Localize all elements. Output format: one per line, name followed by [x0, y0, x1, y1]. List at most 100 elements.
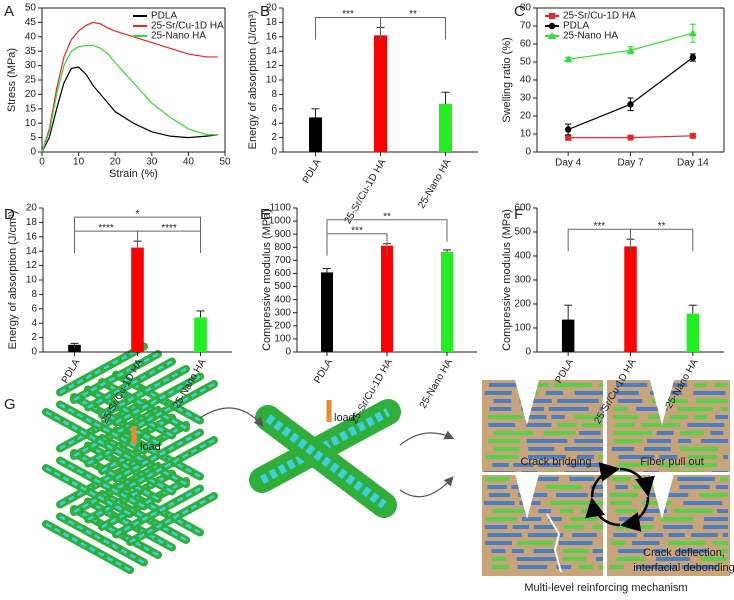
significance-label: **: [658, 221, 666, 232]
bar: [381, 245, 393, 352]
y-tick-label: 45: [25, 17, 37, 28]
x-tick-label: PDLA: [301, 157, 324, 185]
y-axis-label: Swelling ratio (%): [501, 37, 513, 123]
rod-fiber: [129, 494, 215, 544]
marker: [627, 134, 634, 141]
crack: [650, 474, 674, 519]
y-tick-label: 50: [520, 57, 532, 68]
marker: [626, 46, 635, 54]
diagram-illustration: [42, 342, 730, 578]
y-tick-label: 600: [274, 268, 291, 279]
significance-label: ****: [98, 223, 114, 234]
cycle-arrow: [585, 496, 621, 527]
y-tick-label: 8: [31, 289, 37, 300]
series-line: [41, 21, 218, 153]
rod-fiber: [129, 382, 215, 432]
rod-fiber: [59, 515, 145, 564]
bar: [131, 247, 144, 352]
crack: [515, 474, 539, 519]
y-tick-label: 0: [31, 347, 37, 358]
y-tick-label: 15: [25, 103, 37, 114]
panel-label: C: [514, 3, 525, 20]
bar: [374, 35, 387, 152]
y-tick-label: 12: [26, 260, 38, 271]
marker: [564, 55, 573, 63]
rod-fiber: [87, 444, 173, 493]
significance-bracket: [137, 230, 201, 254]
bar: [561, 319, 575, 352]
y-tick-label: 18: [26, 217, 38, 228]
y-tick-label: 2: [31, 332, 37, 343]
significance-label: *: [136, 209, 140, 220]
significance-label: ***: [593, 221, 605, 232]
x-tick-label: 25-Nano HA: [418, 357, 455, 410]
y-tick-label: 50: [25, 3, 37, 14]
y-tick-label: 10: [266, 75, 278, 86]
cycle-arrow: [619, 496, 650, 532]
x-tick-label: 10: [73, 157, 85, 168]
y-tick-label: 20: [25, 89, 37, 100]
marker: [627, 101, 634, 108]
load-label: load: [140, 441, 161, 453]
rod-fiber: [101, 436, 187, 486]
bar: [194, 317, 207, 352]
x-tick-label: 50: [219, 157, 231, 168]
bar: [624, 246, 637, 352]
significance-label: ***: [351, 225, 363, 236]
rod-fiber: [115, 373, 201, 422]
y-tick-label: 18: [266, 17, 278, 28]
y-axis-label: Compressive modulus (MPa): [261, 209, 273, 351]
y-tick-label: 200: [274, 320, 291, 331]
marker: [548, 32, 556, 39]
mechanism-label: Crack bridging: [521, 456, 592, 468]
y-tick-label: 6: [271, 103, 277, 114]
y-tick-label: 10: [26, 275, 38, 286]
y-tick-label: 60: [520, 39, 532, 50]
panel-label: B: [260, 3, 270, 20]
y-axis-label: Compressive modulus (MPa): [501, 209, 513, 351]
x-tick-label: 25-Sr/Cu-1D HA: [342, 157, 388, 226]
rod-fiber: [87, 416, 173, 465]
significance-bracket: [74, 230, 138, 254]
y-tick-label: 500: [274, 281, 291, 292]
diagram-caption: Multi-level reinforcing mechanism: [524, 582, 687, 594]
rod-fiber: [87, 388, 173, 437]
rod-fiber: [45, 410, 131, 460]
y-tick-label: 2: [271, 132, 277, 143]
y-tick-label: 20: [26, 203, 38, 214]
significance-label: ****: [161, 223, 177, 234]
rod-fiber: [73, 408, 159, 458]
cycle-arrow: [619, 467, 655, 498]
significance-bracket: [326, 219, 448, 242]
bar: [321, 272, 333, 352]
panel-label: D: [4, 206, 15, 223]
y-tick-label: 10: [25, 118, 37, 129]
legend-label: 25-Nano HA: [563, 31, 618, 42]
rod-fiber: [59, 403, 145, 452]
rod-fiber: [59, 459, 145, 508]
bar: [439, 103, 452, 152]
rod-fiber: [101, 367, 187, 417]
legend-label: 25-Sr/Cu-1D HA: [151, 21, 224, 32]
y-tick-label: 8: [271, 89, 277, 100]
significance-label: **: [383, 211, 391, 222]
y-tick-label: 900: [274, 229, 291, 240]
y-tick-label: 10: [520, 129, 532, 140]
rod-fiber: [73, 451, 159, 501]
marker: [549, 13, 555, 19]
x-tick-label: PDLA: [312, 357, 335, 385]
marker: [565, 134, 572, 141]
significance-bracket: [74, 216, 201, 240]
rod-fiber: [73, 352, 159, 402]
mechanism-label: interfacial debonding: [633, 562, 734, 574]
rod-fiber: [87, 500, 173, 549]
rod-fiber: [101, 423, 187, 473]
y-tick-label: 100: [274, 334, 291, 345]
y-tick-label: 30: [25, 60, 37, 71]
y-tick-label: 30: [520, 93, 532, 104]
y-tick-label: 40: [25, 31, 37, 42]
rod-fiber: [101, 479, 187, 529]
y-tick-label: 80: [520, 3, 532, 14]
x-tick-label: 0: [39, 157, 45, 168]
